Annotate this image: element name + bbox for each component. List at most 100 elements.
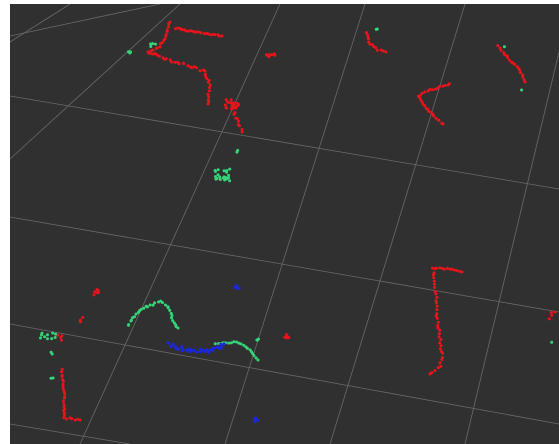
green-point: [49, 350, 53, 354]
red-point: [437, 335, 441, 339]
green-point: [149, 42, 153, 46]
red-point: [62, 396, 66, 400]
green-point: [161, 301, 164, 305]
green-point: [146, 305, 149, 309]
green-point: [49, 376, 53, 380]
green-point: [502, 45, 506, 49]
red-point: [205, 77, 209, 80]
red-point: [438, 266, 442, 270]
point-cloud-viewport[interactable]: [10, 4, 559, 444]
red-point: [62, 405, 66, 409]
red-point: [158, 45, 162, 49]
red-point: [452, 268, 456, 272]
red-point: [437, 118, 441, 122]
red-point: [234, 105, 237, 109]
red-point: [240, 130, 244, 134]
red-point: [437, 85, 441, 88]
red-point: [96, 288, 100, 292]
red-point: [92, 293, 96, 297]
red-point: [553, 310, 557, 314]
red-point: [174, 27, 177, 31]
red-point: [423, 90, 427, 94]
red-point: [208, 83, 212, 87]
red-point: [198, 69, 202, 73]
red-point: [435, 296, 439, 299]
red-point: [226, 100, 230, 104]
green-point: [54, 332, 58, 336]
blue-point: [233, 285, 237, 289]
red-point: [63, 392, 67, 396]
red-point: [417, 95, 421, 99]
green-point: [222, 169, 226, 173]
red-point: [439, 338, 443, 341]
red-point: [496, 44, 500, 48]
red-point: [237, 103, 241, 106]
red-point: [192, 65, 196, 69]
green-point: [216, 173, 220, 177]
green-point: [374, 27, 378, 31]
red-point: [173, 60, 177, 64]
red-point: [225, 106, 229, 110]
grid-line: [10, 4, 181, 160]
red-point: [204, 74, 208, 78]
red-point: [61, 399, 65, 403]
red-point: [206, 32, 210, 36]
green-point: [252, 354, 256, 357]
red-point: [217, 34, 221, 38]
red-point: [240, 128, 244, 131]
green-point: [128, 51, 132, 55]
point-cloud-scene[interactable]: [10, 4, 559, 444]
red-point: [423, 104, 427, 108]
blue-point: [169, 344, 173, 348]
red-point: [450, 267, 454, 271]
blue-point: [219, 344, 223, 349]
red-point: [438, 347, 442, 351]
green-point: [151, 303, 155, 307]
green-point: [129, 318, 133, 322]
red-point: [429, 110, 433, 114]
red-point: [441, 122, 445, 126]
blue-point-clusters: [166, 284, 260, 423]
red-point: [435, 304, 439, 308]
red-point: [176, 26, 180, 30]
blue-point: [255, 418, 260, 422]
green-point: [257, 337, 260, 341]
red-point: [436, 324, 440, 327]
red-point: [443, 84, 447, 87]
red-point: [220, 34, 224, 38]
blue-point: [188, 350, 192, 354]
red-point: [61, 382, 65, 386]
blue-point: [184, 348, 188, 352]
red-point: [420, 100, 424, 104]
green-point: [46, 337, 49, 341]
grid-line: [224, 4, 366, 444]
red-point: [78, 418, 82, 422]
grid-line: [10, 216, 559, 313]
red-point: [191, 29, 195, 33]
red-point: [426, 89, 430, 93]
red-point: [206, 80, 210, 84]
red-point: [434, 292, 438, 296]
red-point: [270, 53, 274, 57]
red-point: [154, 47, 158, 50]
red-point: [235, 117, 239, 121]
red-point: [180, 28, 184, 32]
blue-point: [200, 348, 204, 352]
red-point: [149, 49, 153, 53]
red-point: [499, 48, 503, 52]
red-point: [518, 71, 522, 75]
red-point: [167, 22, 171, 26]
green-point: [223, 178, 227, 182]
green-point: [171, 319, 175, 323]
red-point: [60, 367, 64, 371]
red-point: [550, 313, 554, 317]
blue-point: [211, 346, 215, 350]
red-point: [230, 101, 234, 105]
red-point: [70, 417, 74, 421]
red-point: [207, 89, 211, 93]
green-point: [213, 342, 217, 346]
red-point: [549, 311, 553, 314]
green-point: [168, 308, 172, 312]
red-point: [436, 320, 440, 324]
